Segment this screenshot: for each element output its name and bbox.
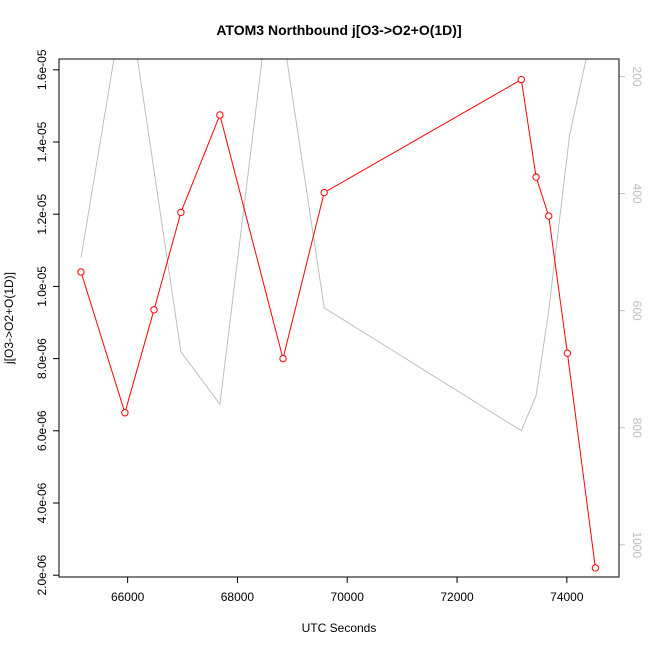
- red-series-point: [77, 268, 85, 276]
- y2-tick-label: 800: [630, 418, 644, 438]
- red-series-point: [545, 212, 553, 220]
- chart-title: ATOM3 Northbound j[O3->O2+O(1D)]: [216, 22, 461, 38]
- x-tick-label: 66000: [111, 590, 145, 604]
- red-series-point: [532, 173, 540, 181]
- red-series-line: [80, 78, 596, 569]
- red-series-point: [279, 354, 287, 363]
- y-tick-label: 1.0e-05: [35, 266, 49, 307]
- red-series-point: [216, 111, 224, 119]
- y2-tick-label: 200: [630, 67, 644, 87]
- x-tick-label: 72000: [440, 590, 474, 604]
- y-tick-label: 1.6e-05: [35, 49, 49, 90]
- y-tick-label: 4.0e-06: [35, 482, 49, 523]
- x-tick-label: 70000: [331, 590, 365, 604]
- y2-tick-label: 400: [630, 184, 644, 204]
- red-series-point: [320, 188, 328, 197]
- red-series-point: [177, 208, 185, 217]
- red-series-point: [150, 306, 158, 314]
- y2-tick-label: 1000: [630, 531, 644, 558]
- y-tick-label: 1.4e-05: [35, 121, 49, 162]
- y-axis-label: j[O3->O2+O(1D)]: [2, 272, 16, 365]
- red-series-point: [591, 564, 600, 572]
- x-tick-label: 74000: [550, 590, 584, 604]
- x-tick-label: 68000: [221, 590, 255, 604]
- y-tick-label: 2.0e-06: [35, 555, 49, 596]
- y-tick-label: 8.0e-06: [35, 338, 49, 379]
- plot-area: 66000 68000 70000 72000 74000 2.0e-06 4.0e-06 6…: [35, 49, 644, 604]
- red-series-point: [563, 349, 572, 357]
- y2-tick-label: 600: [630, 301, 644, 321]
- y-tick-label: 1.2e-05: [35, 194, 49, 235]
- red-series-point: [517, 75, 525, 84]
- grey-series-line: [80, 59, 587, 432]
- x-axis-label: UTC Seconds: [302, 621, 377, 635]
- y-tick-label: 6.0e-06: [35, 410, 49, 451]
- plot-frame: [58, 58, 620, 578]
- red-series-point: [121, 409, 129, 417]
